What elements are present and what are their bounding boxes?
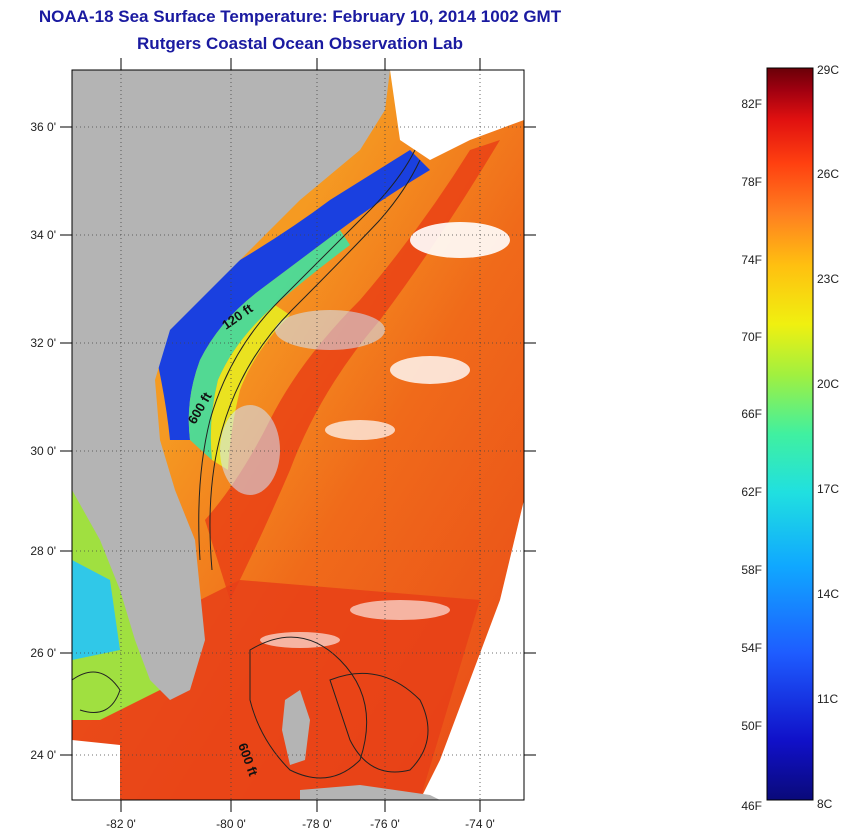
lat-label: 30 0'	[30, 444, 56, 458]
coastal-cool-band	[150, 150, 430, 440]
lon-label: -76 0'	[370, 817, 400, 831]
colorbar	[766, 67, 814, 801]
lat-label: 32 0'	[30, 336, 56, 350]
lat-label: 24 0'	[30, 748, 56, 762]
cloud-masks	[72, 70, 524, 800]
colorbar-f-label: 54F	[741, 641, 762, 655]
land-andros	[282, 690, 310, 765]
colorbar-f-label: 50F	[741, 719, 762, 733]
lon-label: -74 0'	[465, 817, 495, 831]
colorbar-f-label: 46F	[741, 799, 762, 813]
gulf-of-mexico	[72, 490, 160, 720]
sst-image	[72, 70, 524, 800]
gulf-stream	[205, 140, 500, 600]
colorbar-celsius-labels: 29C 26C 23C 20C 17C 14C 11C 8C	[817, 63, 839, 811]
lat-label: 28 0'	[30, 544, 56, 558]
colorbar-c-label: 14C	[817, 587, 839, 601]
colorbar-f-label: 74F	[741, 253, 762, 267]
colorbar-c-label: 20C	[817, 377, 839, 391]
lat-label: 26 0'	[30, 646, 56, 660]
lon-label: -82 0'	[106, 817, 136, 831]
title-line-1: NOAA-18 Sea Surface Temperature: Februar…	[38, 7, 562, 26]
land-cuba	[300, 785, 440, 800]
colorbar-f-label: 70F	[741, 330, 762, 344]
colorbar-c-label: 29C	[817, 63, 839, 77]
map-frame	[71, 69, 525, 801]
lon-label: -78 0'	[302, 817, 332, 831]
lat-label: 36 0'	[30, 120, 56, 134]
colorbar-c-label: 26C	[817, 167, 839, 181]
colorbar-f-label: 58F	[741, 563, 762, 577]
tick-marks	[60, 58, 536, 812]
colorbar-f-label: 66F	[741, 407, 762, 421]
colorbar-f-label: 78F	[741, 175, 762, 189]
colorbar-c-label: 11C	[817, 692, 838, 706]
land-southeast-us	[72, 70, 390, 700]
colorbar-f-label: 62F	[741, 485, 762, 499]
latitude-labels: 36 0' 34 0' 32 0' 30 0' 28 0' 26 0' 24 0…	[30, 120, 56, 762]
gulf-cool-patch	[72, 560, 120, 660]
colorbar-f-label: 82F	[741, 97, 762, 111]
longitude-labels: -82 0' -80 0' -78 0' -76 0' -74 0'	[106, 817, 495, 831]
shelf-green-band	[188, 230, 350, 460]
lat-label: 34 0'	[30, 228, 56, 242]
graticule	[72, 70, 524, 800]
colorbar-c-label: 8C	[817, 797, 833, 811]
colorbar-c-label: 23C	[817, 272, 839, 286]
title-line-2: Rutgers Coastal Ocean Observation Lab	[137, 34, 463, 53]
colorbar-c-label: 17C	[817, 482, 839, 496]
lon-label: -80 0'	[216, 817, 246, 831]
colorbar-fahrenheit-labels: 82F 78F 74F 70F 66F 62F 58F 54F 50F 46F	[741, 97, 762, 813]
